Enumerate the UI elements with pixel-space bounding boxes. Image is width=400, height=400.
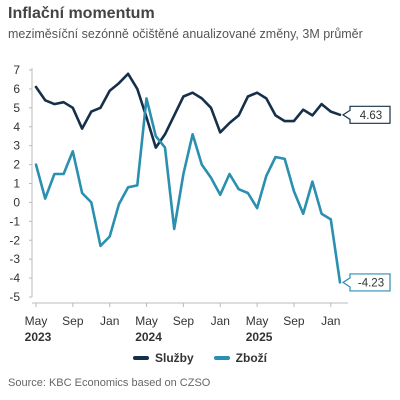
callout-value-zbozi: -4.23	[358, 277, 384, 289]
x-tick-label: Sep	[173, 314, 195, 328]
chart-title: Inflační momentum	[8, 5, 155, 22]
y-tick-label: -2	[9, 233, 20, 247]
legend-item-zbozi: Zboží	[213, 351, 267, 365]
series-lines	[34, 72, 342, 284]
y-tick-label: -3	[9, 252, 20, 266]
legend-swatch-zbozi	[213, 356, 230, 360]
y-tick-label: 1	[13, 177, 20, 191]
x-year-label: 2025	[246, 330, 273, 344]
y-tick-label: -1	[9, 214, 20, 228]
series-line-sluzby	[34, 72, 342, 149]
callout-box-zbozi	[341, 273, 391, 292]
legend: Služby Zboží	[0, 351, 400, 365]
x-tick-label: May	[246, 314, 269, 328]
x-tick-label: Jan	[321, 314, 340, 328]
series-line-zbozi	[34, 97, 342, 284]
x-tick-label: Sep	[283, 314, 305, 328]
x-tick-label: Jan	[211, 314, 230, 328]
y-tick-label: -4	[9, 271, 20, 285]
y-tick-label: 6	[13, 82, 20, 96]
legend-label-sluzby: Služby	[155, 351, 194, 365]
callout-value-sluzby: 4.63	[360, 110, 382, 122]
source-note: Source: KBC Economics based on CZSO	[8, 377, 211, 389]
y-tick-label: 5	[13, 101, 20, 115]
y-tick-label: 3	[13, 139, 20, 153]
y-tick-label: -5	[9, 290, 20, 304]
legend-swatch-sluzby	[133, 356, 149, 360]
y-tick-label: 2	[13, 158, 20, 172]
x-tick-label: May	[25, 314, 48, 328]
x-tick-label: Jan	[100, 314, 119, 328]
end-value-callouts: 4.63 -4.23	[341, 105, 391, 292]
y-tick-label: 4	[13, 120, 20, 134]
x-year-label: 2023	[25, 330, 52, 344]
legend-item-sluzby: Služby	[133, 351, 194, 365]
y-tick-label: 0	[13, 195, 20, 209]
x-tick-label: May	[135, 314, 158, 328]
y-tick-label: 7	[13, 63, 20, 77]
chart-subtitle: meziměsíční sezónně očištěné anualizovan…	[8, 27, 363, 41]
x-tick-label: Sep	[62, 314, 84, 328]
legend-label-zbozi: Zboží	[235, 351, 267, 365]
x-year-label: 2024	[135, 330, 162, 344]
callout-box-sluzby	[341, 105, 391, 124]
axes: -5 -4 -3 -2 -1 0 1 2 3 4 5 6 7 May Sep Jan May Sep Jan May S…	[9, 63, 348, 344]
